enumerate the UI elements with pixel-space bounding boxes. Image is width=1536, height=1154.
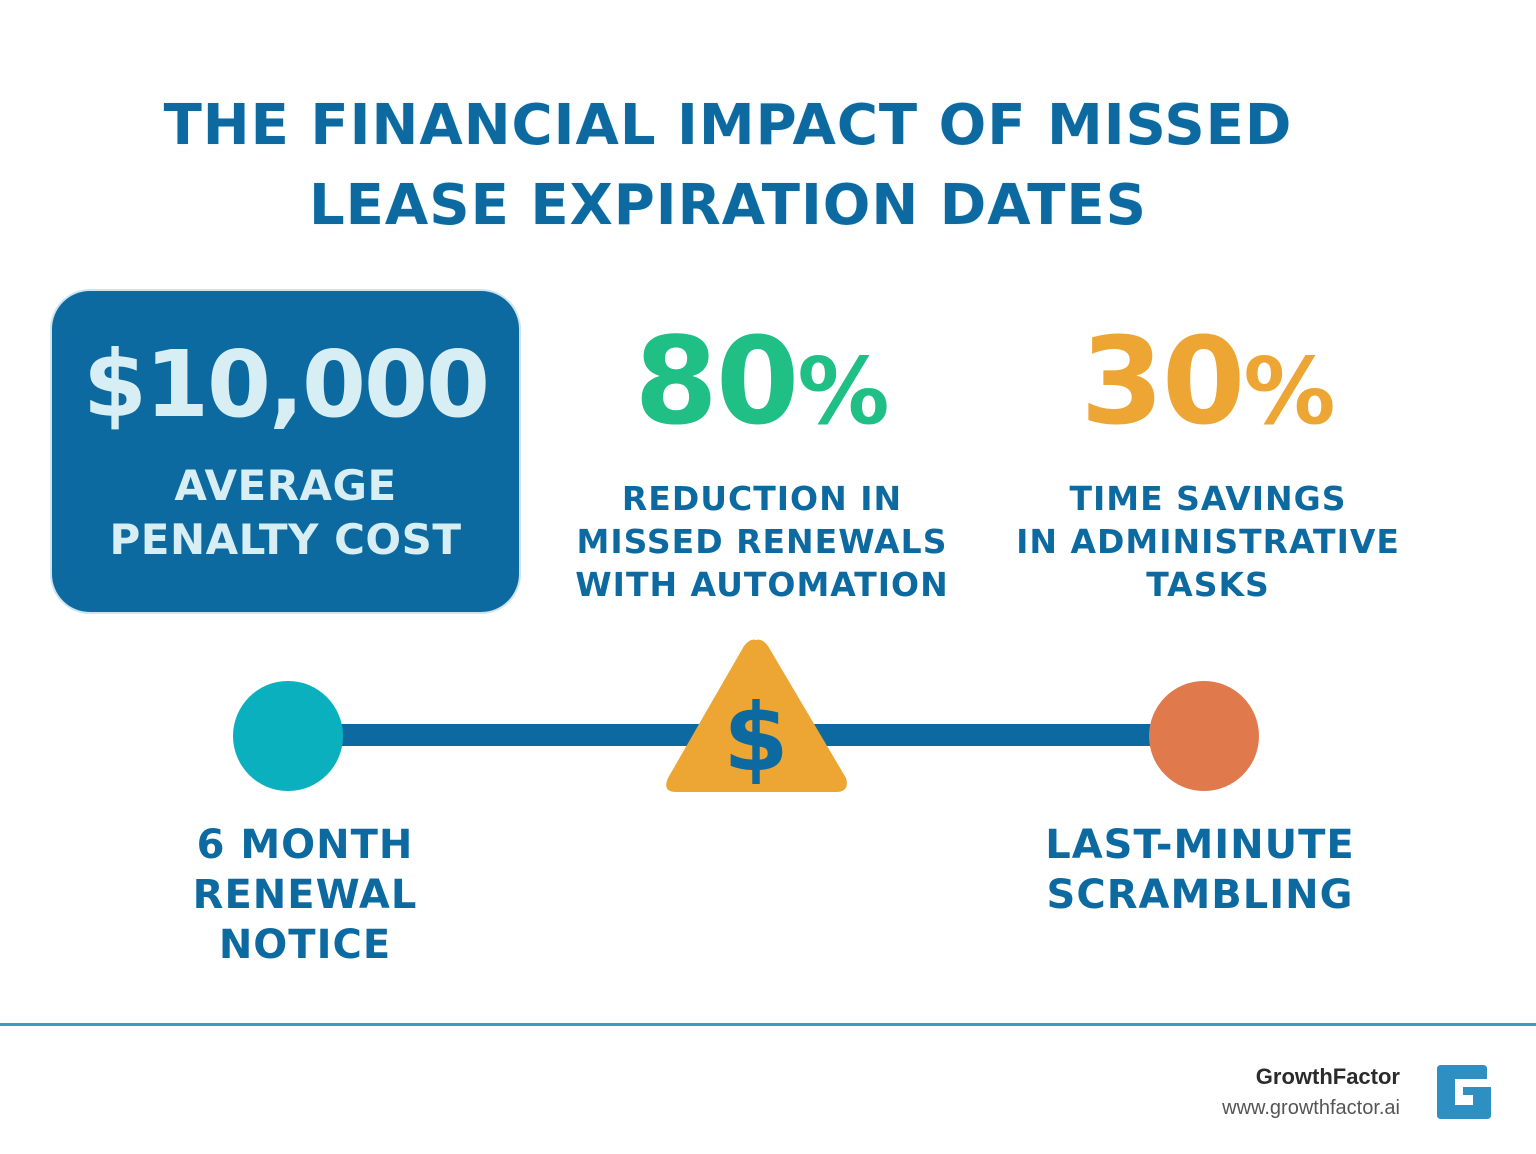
title-line-1: THE FINANCIAL IMPACT OF MISSED xyxy=(163,93,1293,158)
start-marker-icon xyxy=(233,681,343,791)
brand-url: www.growthfactor.ai xyxy=(1222,1097,1400,1119)
start-label: 6 MONTH RENEWAL NOTICE xyxy=(100,820,510,970)
time-savings-number: 30 xyxy=(1080,313,1245,452)
caption-line: REDUCTION IN xyxy=(621,479,903,518)
caption-line: IN ADMINISTRATIVE xyxy=(1016,522,1400,561)
caption-line: AVERAGE xyxy=(174,461,397,510)
end-label: LAST-MINUTE SCRAMBLING xyxy=(1000,820,1400,920)
warning-dollar-icon: $ xyxy=(666,639,847,793)
caption-line: TIME SAVINGS xyxy=(1069,479,1347,518)
footer-divider xyxy=(0,1023,1536,1026)
caption-line: TASKS xyxy=(1146,565,1270,604)
page-title: THE FINANCIAL IMPACT OF MISSED LEASE EXP… xyxy=(0,86,1456,246)
reduction-stat: 80% REDUCTION IN MISSED RENEWALS WITH AU… xyxy=(562,318,962,606)
caption-line: WITH AUTOMATION xyxy=(575,565,949,604)
title-line-2: LEASE EXPIRATION DATES xyxy=(308,173,1148,238)
warning-symbol: $ xyxy=(723,684,788,793)
caption-line: PENALTY COST xyxy=(109,515,462,564)
end-label-line: LAST-MINUTE xyxy=(1045,822,1355,868)
penalty-cost-card: $10,000 AVERAGE PENALTY COST xyxy=(52,291,519,612)
end-marker-icon xyxy=(1149,681,1259,791)
time-savings-stat: 30% TIME SAVINGS IN ADMINISTRATIVE TASKS xyxy=(1003,318,1413,606)
penalty-cost-caption: AVERAGE PENALTY COST xyxy=(52,459,519,567)
start-label-line: RENEWAL NOTICE xyxy=(192,872,418,968)
reduction-value: 80% xyxy=(562,318,962,457)
reduction-number: 80 xyxy=(634,313,799,452)
start-label-line: 6 MONTH xyxy=(196,822,414,868)
time-savings-caption: TIME SAVINGS IN ADMINISTRATIVE TASKS xyxy=(1003,477,1413,606)
caption-line: MISSED RENEWALS xyxy=(576,522,948,561)
time-savings-unit: % xyxy=(1243,338,1336,445)
penalty-cost-value: $10,000 xyxy=(82,331,490,438)
end-label-line: SCRAMBLING xyxy=(1046,872,1354,918)
time-savings-value: 30% xyxy=(1003,318,1413,457)
brand-name: GrowthFactor xyxy=(1255,1064,1400,1089)
reduction-caption: REDUCTION IN MISSED RENEWALS WITH AUTOMA… xyxy=(562,477,962,606)
growthfactor-logo-icon xyxy=(1437,1065,1491,1119)
reduction-unit: % xyxy=(797,338,890,445)
